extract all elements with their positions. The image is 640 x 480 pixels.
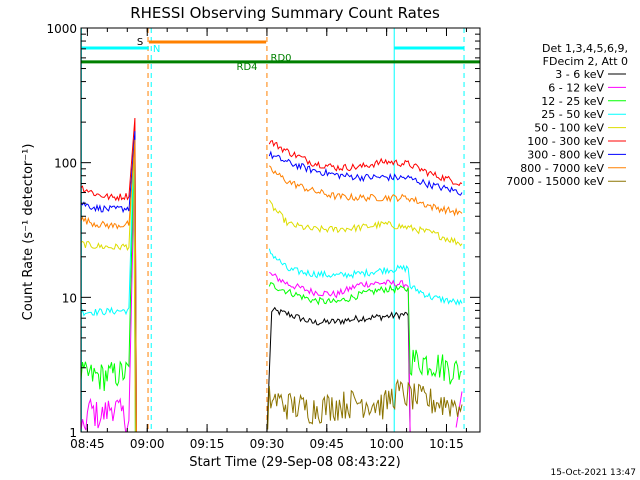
- legend-label: 25 - 50 keV: [541, 108, 604, 121]
- legend-label: 12 - 25 keV: [541, 95, 604, 108]
- x-axis-label: Start Time (29-Sep-08 08:43:22): [189, 455, 400, 470]
- series-800-7000keV: [81, 139, 463, 432]
- x-tick-label: 10:00: [369, 437, 404, 451]
- series-line: [266, 306, 411, 432]
- y-tick-label: 1000: [46, 22, 77, 36]
- series-line: [81, 117, 137, 432]
- series-line: [268, 199, 463, 247]
- legend-label: 100 - 300 keV: [527, 135, 604, 148]
- plot-frame: [80, 27, 481, 433]
- series-7000-15000keV: [267, 378, 463, 430]
- series-300-800keV: [81, 131, 463, 432]
- footer-date: 15-Oct-2021 13:47: [551, 468, 636, 478]
- series-line: [81, 150, 136, 432]
- series-line: [268, 165, 463, 217]
- flag-label: N: [153, 44, 160, 55]
- x-tick-label: 10:15: [429, 437, 464, 451]
- flag-label: S: [137, 37, 143, 48]
- x-tick-label: 09:00: [130, 437, 165, 451]
- legend-label: 800 - 7000 keV: [520, 162, 604, 175]
- legend-header: FDecim 2, Att 0: [543, 55, 628, 68]
- series-100-300keV: [81, 117, 463, 432]
- series-50-100keV: [81, 138, 463, 432]
- series-line: [81, 141, 137, 432]
- x-tick-label: 09:15: [190, 437, 225, 451]
- x-tick-label: 09:45: [309, 437, 344, 451]
- series-line: [268, 248, 463, 306]
- series-line: [81, 161, 137, 432]
- series-line: [81, 138, 136, 432]
- legend-label: 6 - 12 keV: [548, 81, 604, 94]
- series-line: [268, 281, 462, 385]
- series-line: [267, 378, 463, 430]
- series-3-6keV: [266, 306, 411, 432]
- legend-header: Det 1,3,4,5,6,9,: [542, 42, 628, 55]
- annotation-layer: [81, 28, 480, 432]
- y-tick-label: 1: [69, 426, 77, 440]
- series-line: [269, 271, 411, 432]
- rd-label: RD4: [237, 62, 258, 73]
- series-layer: [81, 117, 463, 432]
- y-tick-label: 100: [54, 157, 77, 171]
- legend-label: 7000 - 15000 keV: [506, 175, 604, 188]
- x-tick-label: 09:30: [250, 437, 285, 451]
- y-axis-label: Count Rate (s⁻¹ detector⁻¹): [21, 144, 36, 321]
- legend: Det 1,3,4,5,6,9,FDecim 2, Att 03 - 6 keV…: [506, 42, 628, 188]
- series-line: [268, 140, 463, 187]
- rd-label: RD0: [271, 53, 292, 64]
- legend-label: 3 - 6 keV: [555, 68, 604, 81]
- series-line: [268, 150, 463, 196]
- series-12-25keV: [81, 161, 462, 432]
- series-line: [81, 131, 137, 432]
- legend-label: 50 - 100 keV: [534, 122, 604, 135]
- series-line: [81, 139, 137, 432]
- y-tick-label: 10: [62, 291, 77, 305]
- legend-label: 300 - 800 keV: [527, 148, 604, 161]
- chart-title: RHESSI Observing Summary Count Rates: [130, 4, 440, 22]
- tick-layer: 08:45 09:00 09:15 09:30 09:45 10:00 10:15 1 10 10…: [46, 22, 480, 451]
- x-tick-label: 08:45: [70, 437, 105, 451]
- series-25-50keV: [81, 150, 463, 432]
